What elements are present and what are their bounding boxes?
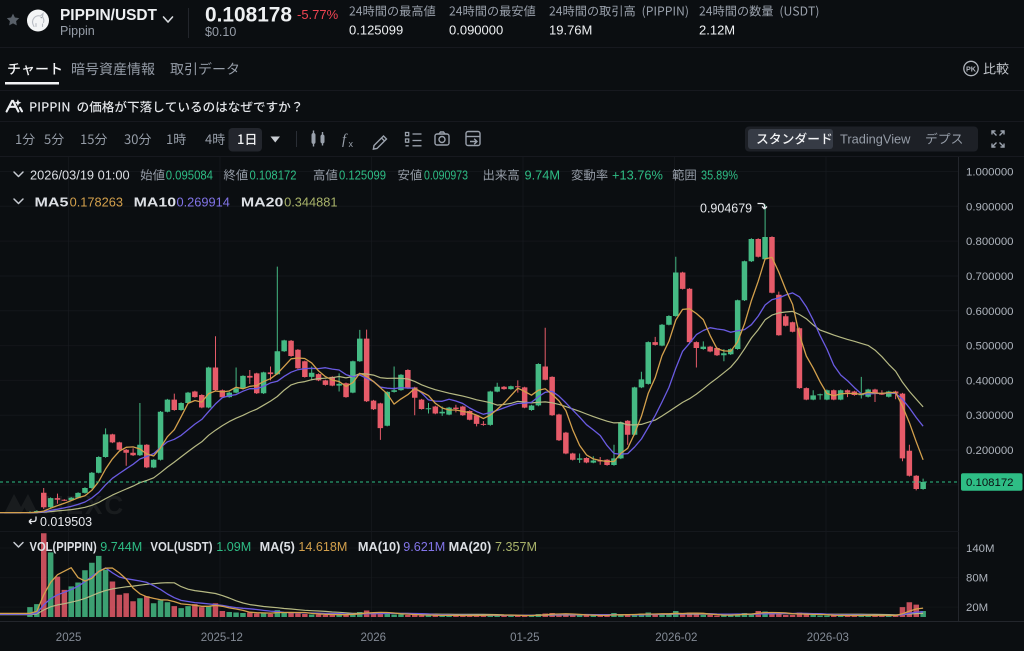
- svg-text:140M: 140M: [966, 543, 995, 555]
- svg-text:35.89%: 35.89%: [701, 168, 738, 183]
- svg-text:MA10: MA10: [134, 195, 177, 210]
- svg-text:19.76M: 19.76M: [549, 23, 592, 38]
- svg-text:+13.76%: +13.76%: [612, 168, 663, 183]
- svg-text:Pippin: Pippin: [60, 24, 95, 38]
- svg-text:1.000000: 1.000000: [966, 167, 1014, 179]
- svg-text:0.400000: 0.400000: [966, 375, 1014, 387]
- svg-text:2026: 2026: [361, 632, 387, 644]
- svg-text:0.700000: 0.700000: [966, 271, 1014, 283]
- svg-text:MA(5): MA(5): [260, 540, 295, 554]
- svg-text:TradingView: TradingView: [840, 132, 911, 147]
- svg-text:2026-02: 2026-02: [655, 632, 697, 644]
- svg-text:01-25: 01-25: [510, 632, 539, 644]
- svg-text:2.12M: 2.12M: [699, 23, 735, 38]
- svg-text:0.090973: 0.090973: [424, 168, 468, 183]
- svg-text:7.357M: 7.357M: [495, 540, 537, 554]
- svg-text:PK: PK: [966, 64, 977, 73]
- svg-text:0.125099: 0.125099: [349, 23, 403, 38]
- svg-text:0.900000: 0.900000: [966, 201, 1014, 213]
- svg-text:1.09M: 1.09M: [216, 540, 251, 554]
- svg-text:0.200000: 0.200000: [966, 445, 1014, 457]
- svg-text:2026/03/19 01:00: 2026/03/19 01:00: [30, 168, 130, 183]
- svg-text:9.744M: 9.744M: [100, 540, 142, 554]
- svg-text:14.618M: 14.618M: [298, 540, 347, 554]
- svg-text:2025-12: 2025-12: [201, 632, 243, 644]
- svg-text:9.621M: 9.621M: [403, 540, 445, 554]
- svg-text:20M: 20M: [966, 602, 988, 614]
- svg-text:VOL(PIPPIN): VOL(PIPPIN): [30, 540, 97, 554]
- svg-text:0.108172: 0.108172: [966, 477, 1014, 489]
- svg-text:0.800000: 0.800000: [966, 236, 1014, 248]
- svg-text:0.108172: 0.108172: [250, 168, 297, 183]
- svg-text:0.125099: 0.125099: [339, 168, 386, 183]
- svg-text:0.300000: 0.300000: [966, 410, 1014, 422]
- svg-text:$0.10: $0.10: [205, 25, 236, 39]
- svg-text:f: f: [342, 132, 348, 148]
- svg-text:-5.77%: -5.77%: [297, 7, 339, 22]
- svg-text:0.090000: 0.090000: [449, 23, 503, 38]
- svg-text:0.095084: 0.095084: [166, 168, 213, 183]
- svg-text:0.178263: 0.178263: [70, 195, 123, 210]
- svg-text:PIPPIN/USDT: PIPPIN/USDT: [60, 7, 157, 24]
- svg-text:VOL(USDT): VOL(USDT): [150, 540, 212, 554]
- svg-text:80M: 80M: [966, 573, 988, 585]
- svg-text:2026-03: 2026-03: [807, 632, 849, 644]
- svg-text:0.019503: 0.019503: [40, 515, 92, 529]
- svg-text:MA20: MA20: [241, 195, 284, 210]
- svg-text:0.904679: 0.904679: [700, 202, 752, 216]
- svg-text:0.108178: 0.108178: [205, 3, 292, 27]
- svg-text:0.600000: 0.600000: [966, 306, 1014, 318]
- svg-text:MA5: MA5: [35, 195, 69, 210]
- svg-text:MA(20): MA(20): [449, 540, 492, 554]
- svg-text:0.500000: 0.500000: [966, 341, 1014, 353]
- svg-text:x: x: [349, 139, 354, 149]
- svg-text:0.344881: 0.344881: [284, 195, 337, 210]
- svg-text:2025: 2025: [56, 632, 82, 644]
- svg-text:9.74M: 9.74M: [525, 168, 561, 183]
- svg-text:MA(10): MA(10): [358, 540, 401, 554]
- svg-text:0.269914: 0.269914: [177, 195, 230, 210]
- svg-text:MEXC: MEXC: [42, 490, 125, 520]
